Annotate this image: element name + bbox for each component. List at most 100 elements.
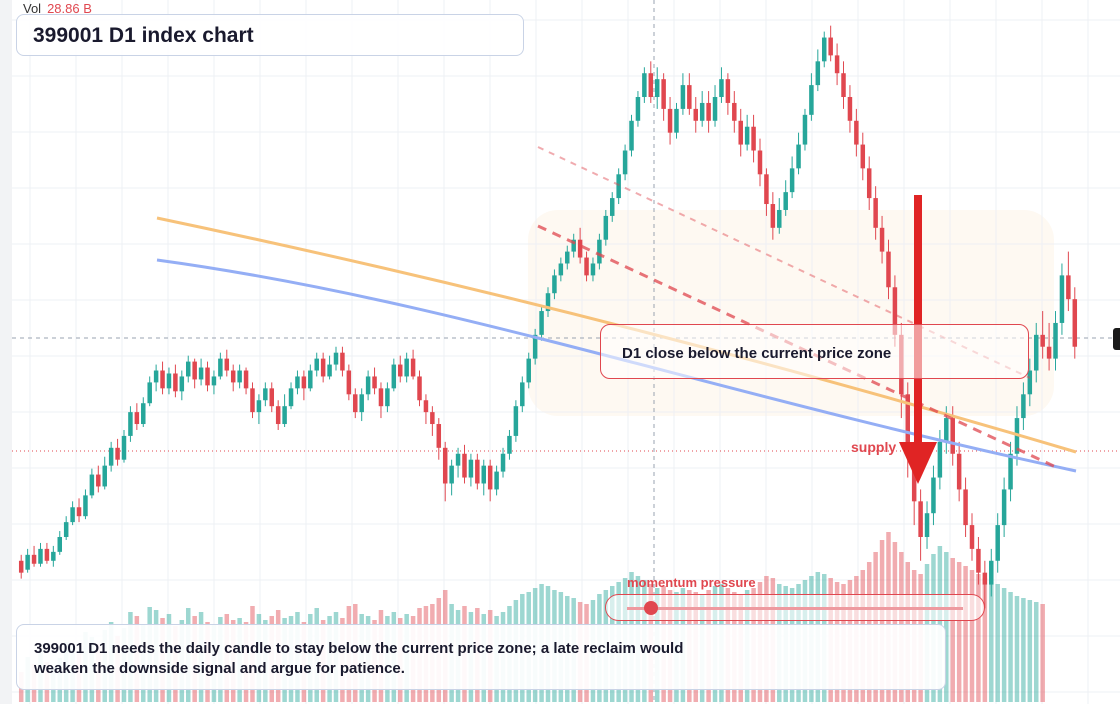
candle-body — [911, 453, 917, 502]
candle-body — [661, 79, 666, 109]
candle-body — [404, 358, 409, 377]
candle-body — [442, 447, 448, 484]
candle-body — [989, 560, 994, 585]
volume-bar — [1027, 600, 1033, 702]
price-tag-icon — [1113, 328, 1120, 350]
candle-body — [667, 108, 673, 133]
candle-body — [834, 55, 840, 74]
candle-body — [931, 477, 936, 514]
candle-body — [622, 150, 628, 175]
volume-bar — [1014, 596, 1020, 702]
candle-body — [282, 406, 287, 425]
candle-body — [648, 73, 654, 98]
candle-body — [815, 61, 821, 86]
candle-body — [719, 79, 724, 98]
candle-body — [18, 560, 24, 573]
resistance-zone — [528, 210, 1054, 416]
candle-body — [475, 459, 480, 484]
candle-body — [89, 474, 95, 496]
candle-body — [263, 388, 268, 401]
candle-body — [462, 453, 467, 478]
candle-body — [706, 102, 711, 121]
candle-body — [866, 168, 872, 199]
candle-body — [353, 394, 358, 413]
volume-bar — [982, 578, 988, 702]
candle-body — [346, 370, 352, 395]
candle-body — [552, 275, 557, 294]
candle-body — [1066, 275, 1071, 300]
candle-body — [436, 424, 442, 448]
candle-body — [732, 102, 737, 121]
candle-body — [507, 435, 512, 454]
candle-body — [590, 263, 596, 276]
candle-body — [494, 471, 499, 490]
candle-body — [969, 525, 975, 549]
candle-body — [218, 358, 223, 377]
momentum-track — [627, 601, 963, 615]
candle-body — [179, 376, 185, 392]
candle-body — [275, 406, 281, 425]
candle-body — [51, 551, 56, 561]
candle-body — [385, 388, 390, 407]
candle-body — [976, 548, 981, 573]
candle-body — [764, 174, 769, 205]
momentum-knob[interactable] — [643, 601, 658, 615]
candle-body — [1053, 322, 1058, 359]
candle-body — [821, 37, 827, 62]
candle-body — [1021, 394, 1026, 419]
analysis-note: 399001 D1 needs the daily candle to stay… — [16, 624, 946, 690]
candle-body — [751, 126, 756, 151]
candle-body — [372, 376, 377, 389]
candle-body — [455, 453, 461, 466]
volume-bar — [1008, 592, 1013, 702]
candle-body — [603, 215, 609, 240]
candle-body — [1072, 299, 1078, 347]
candle-body — [526, 358, 531, 383]
volume-bar — [1040, 604, 1045, 702]
candle-body — [205, 367, 210, 386]
candle-body — [256, 400, 262, 413]
chart-title: 399001 D1 index chart — [33, 24, 254, 47]
candle-body — [147, 382, 152, 404]
candle-body — [841, 73, 846, 98]
volume-label: Vol — [23, 1, 42, 16]
candle-body — [500, 453, 506, 472]
volume-bar — [956, 562, 962, 702]
candle-body — [963, 489, 968, 526]
candle-body — [982, 572, 988, 585]
candle-body — [629, 120, 634, 151]
candle-body — [397, 364, 403, 377]
down-arrow — [899, 195, 937, 484]
volume-bar — [989, 582, 994, 702]
candle-body — [995, 525, 1000, 561]
candle-body — [417, 376, 422, 401]
momentum-gauge — [605, 594, 985, 621]
supply-label: supply — [851, 439, 897, 455]
candle-body — [1040, 334, 1045, 347]
volume-bar — [944, 552, 949, 702]
candle-body — [83, 495, 88, 517]
candle-body — [295, 376, 300, 389]
candle-body — [725, 79, 731, 103]
candle-body — [320, 358, 326, 377]
volume-bar — [963, 566, 968, 702]
candle-body — [449, 465, 454, 484]
candle-body — [230, 370, 236, 383]
candle-body — [642, 73, 647, 98]
candle-body — [96, 474, 101, 487]
candle-body — [76, 507, 82, 517]
candle-body — [937, 441, 943, 478]
candle-body — [468, 459, 474, 478]
candle-body — [847, 97, 853, 121]
candle-body — [699, 102, 705, 121]
candle-body — [687, 85, 692, 109]
candle-body — [481, 465, 487, 484]
candle-body — [359, 394, 364, 413]
candle-body — [365, 376, 371, 395]
candle-body — [121, 435, 127, 460]
candle-body — [654, 79, 660, 98]
candle-body — [757, 150, 763, 175]
left-gutter — [0, 0, 12, 704]
candle-body — [269, 388, 275, 407]
volume-bar — [950, 558, 955, 702]
